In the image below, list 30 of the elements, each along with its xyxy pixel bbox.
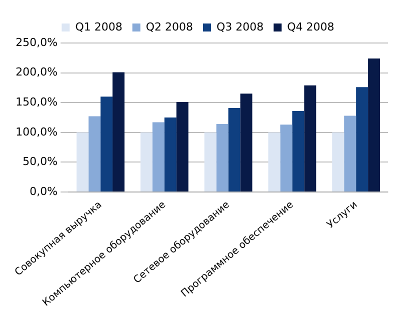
bar <box>204 132 216 192</box>
y-tick-label: 0,0% <box>30 184 58 198</box>
bar <box>228 108 240 192</box>
bar <box>216 124 228 192</box>
legend-label: Q1 2008 <box>75 20 122 34</box>
y-tick-label: 50,0% <box>22 155 58 168</box>
bar <box>356 87 368 192</box>
bar <box>344 116 356 192</box>
bar <box>152 122 164 192</box>
bar <box>140 132 152 192</box>
bar <box>88 116 101 192</box>
bar <box>332 132 344 192</box>
bar <box>76 132 89 192</box>
bar <box>112 72 125 192</box>
y-tick-label: 150,0% <box>16 95 58 108</box>
y-tick-label: 200,0% <box>16 66 58 79</box>
bar <box>240 94 252 192</box>
y-tick-label: 250,0% <box>16 36 58 49</box>
legend-label: Q2 2008 <box>146 20 194 34</box>
bar <box>280 124 292 192</box>
legend-label: Q3 2008 <box>216 20 264 34</box>
bar <box>268 132 280 192</box>
bar <box>176 102 188 192</box>
bar <box>304 85 316 192</box>
bar <box>100 96 113 192</box>
legend-label: Q4 2008 <box>287 20 334 34</box>
bar <box>292 110 304 192</box>
bar <box>164 118 176 192</box>
bar <box>368 58 380 192</box>
y-tick-label: 100,0% <box>16 125 58 138</box>
